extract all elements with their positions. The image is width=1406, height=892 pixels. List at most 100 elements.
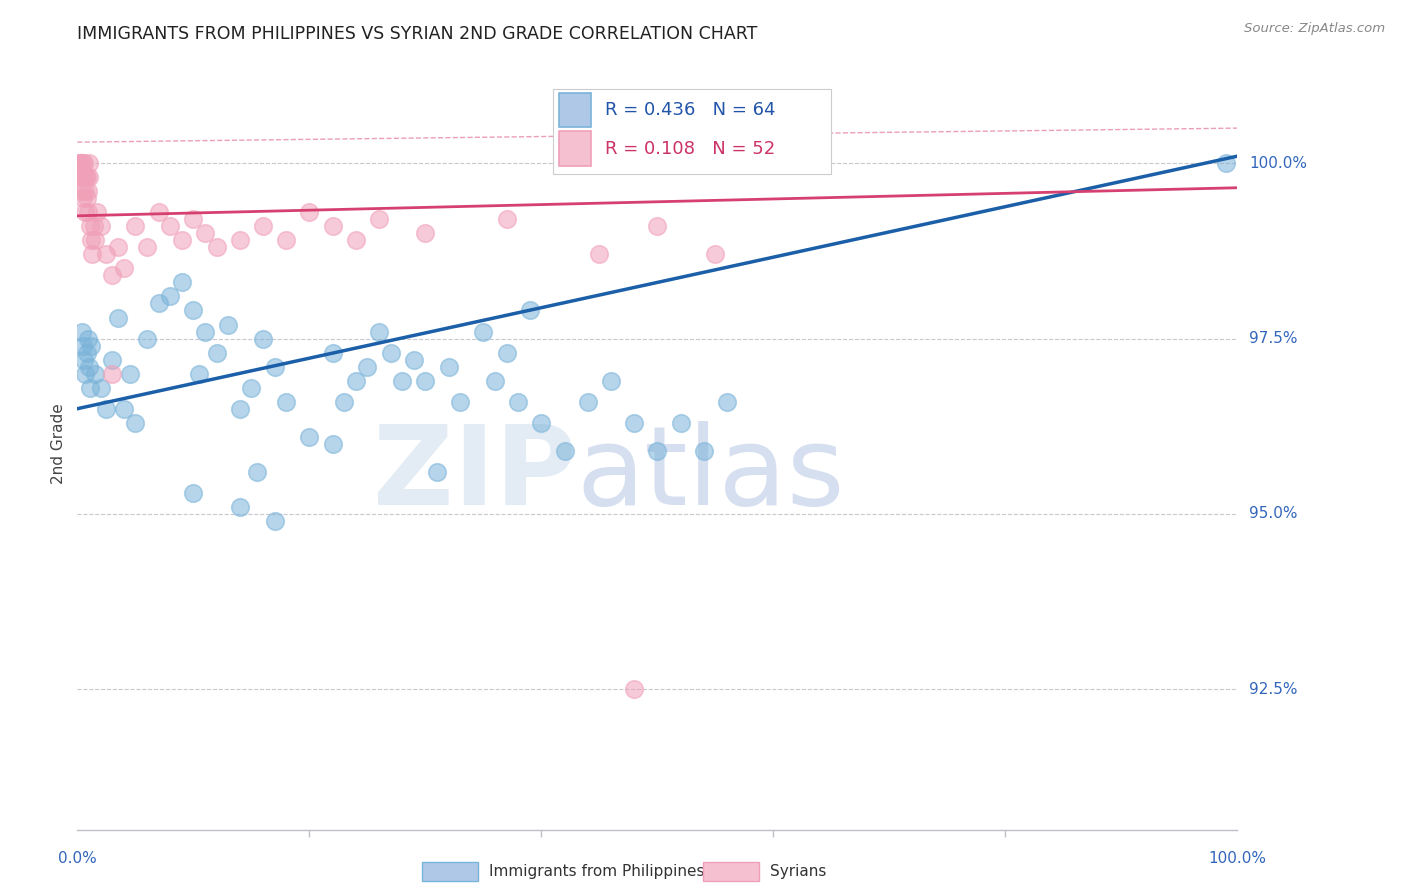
Point xyxy=(1215,156,1237,170)
Point xyxy=(148,205,170,219)
Point xyxy=(647,443,669,458)
Point xyxy=(484,374,506,388)
Point xyxy=(183,303,205,318)
Point xyxy=(76,205,98,219)
Text: 100.0%: 100.0% xyxy=(1208,851,1267,865)
Point xyxy=(77,359,100,374)
Point xyxy=(75,170,97,185)
Point xyxy=(136,332,159,346)
Point xyxy=(252,219,274,234)
Point xyxy=(96,247,118,261)
Point xyxy=(495,212,517,227)
Point xyxy=(75,184,97,198)
Point xyxy=(73,170,96,185)
Point xyxy=(263,514,285,528)
Point xyxy=(588,247,610,261)
Point xyxy=(704,247,727,261)
Point xyxy=(72,338,94,352)
FancyBboxPatch shape xyxy=(553,89,831,174)
Point xyxy=(530,416,553,430)
Text: R = 0.108   N = 52: R = 0.108 N = 52 xyxy=(605,140,775,158)
Point xyxy=(413,227,436,241)
Point xyxy=(79,381,101,395)
Point xyxy=(183,486,205,500)
Point xyxy=(647,219,669,234)
Point xyxy=(69,156,91,170)
Point xyxy=(495,345,517,359)
Point xyxy=(72,191,94,205)
Point xyxy=(391,374,413,388)
Bar xyxy=(558,131,591,166)
Point xyxy=(205,240,228,254)
Point xyxy=(240,381,263,395)
Point xyxy=(77,156,100,170)
Point xyxy=(368,212,391,227)
Point xyxy=(148,296,170,310)
Point xyxy=(437,359,460,374)
Point xyxy=(333,394,356,409)
Point xyxy=(112,401,135,416)
Point xyxy=(413,374,436,388)
Point xyxy=(426,465,449,479)
Point xyxy=(83,367,105,381)
Point xyxy=(112,261,135,276)
Point xyxy=(217,318,239,332)
Point xyxy=(380,345,402,359)
Point xyxy=(344,374,367,388)
Point xyxy=(80,233,103,247)
Point xyxy=(90,219,111,234)
Point xyxy=(96,401,118,416)
Point xyxy=(472,325,495,339)
Point xyxy=(159,219,181,234)
Point xyxy=(107,310,129,325)
Point xyxy=(159,289,181,303)
Point xyxy=(118,367,141,381)
Point xyxy=(321,436,344,450)
Point xyxy=(554,443,576,458)
Point xyxy=(76,191,98,205)
Point xyxy=(669,416,692,430)
Point xyxy=(298,205,321,219)
Point xyxy=(73,352,96,367)
Text: IMMIGRANTS FROM PHILIPPINES VS SYRIAN 2ND GRADE CORRELATION CHART: IMMIGRANTS FROM PHILIPPINES VS SYRIAN 2N… xyxy=(77,25,758,43)
Point xyxy=(124,219,146,234)
Point xyxy=(83,219,105,234)
Point xyxy=(194,227,217,241)
Point xyxy=(73,156,96,170)
Point xyxy=(228,401,252,416)
Point xyxy=(402,352,425,367)
Point xyxy=(623,682,645,697)
Point xyxy=(101,367,124,381)
Bar xyxy=(558,93,591,128)
Point xyxy=(205,345,228,359)
Point xyxy=(252,332,274,346)
Point xyxy=(623,416,645,430)
Point xyxy=(79,219,101,234)
Point xyxy=(70,325,93,339)
Point xyxy=(321,345,344,359)
Point xyxy=(194,325,217,339)
Point xyxy=(76,170,98,185)
Point xyxy=(576,394,599,409)
Point xyxy=(170,276,193,290)
Text: Immigrants from Philippines: Immigrants from Philippines xyxy=(489,864,704,879)
Point xyxy=(276,394,298,409)
Point xyxy=(70,184,93,198)
Text: 92.5%: 92.5% xyxy=(1249,681,1298,697)
Text: 0.0%: 0.0% xyxy=(58,851,97,865)
Text: ZIP: ZIP xyxy=(373,421,576,528)
Point xyxy=(519,303,541,318)
Point xyxy=(124,416,146,430)
Point xyxy=(344,233,367,247)
Point xyxy=(101,352,124,367)
Point xyxy=(246,465,269,479)
Point xyxy=(693,443,716,458)
Point xyxy=(82,247,104,261)
Point xyxy=(69,156,91,170)
Point xyxy=(449,394,471,409)
Point xyxy=(600,374,623,388)
Point xyxy=(170,233,193,247)
Point xyxy=(506,394,529,409)
Point xyxy=(69,170,91,185)
Point xyxy=(90,381,111,395)
